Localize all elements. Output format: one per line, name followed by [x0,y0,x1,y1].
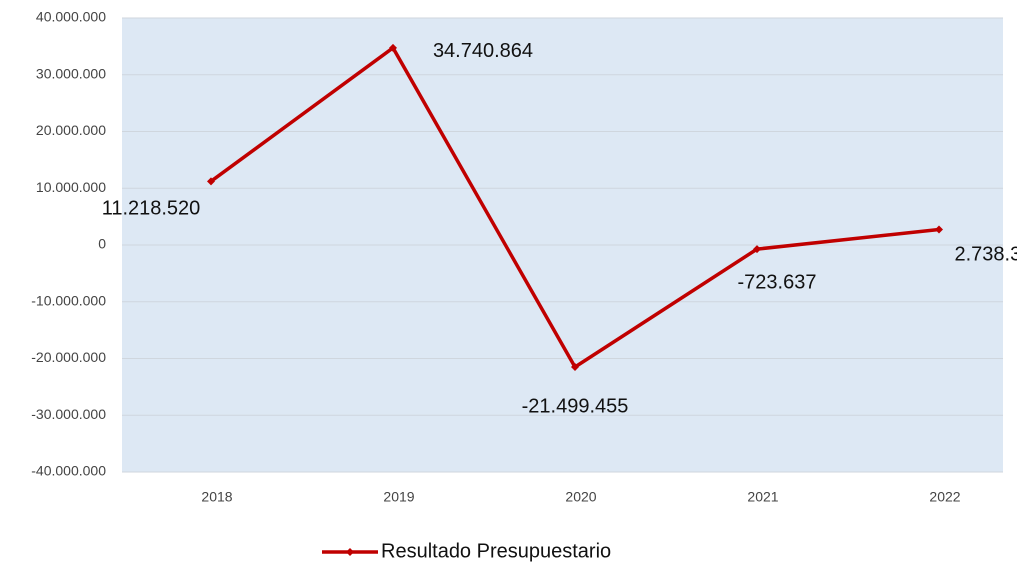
x-tick-label: 2020 [565,489,596,505]
x-tick-label: 2019 [383,489,414,505]
y-tick-label: -10.000.000 [31,292,106,308]
data-point [571,363,579,372]
data-point [389,43,397,52]
y-tick-label: -40.000.000 [31,463,106,479]
y-tick-label: 0 [98,236,106,252]
y-tick-label: 40.000.000 [36,9,106,25]
data-label: -21.499.455 [522,395,629,417]
data-label: 11.218.520 [102,198,201,220]
y-tick-label: -30.000.000 [31,406,106,422]
x-tick-label: 2021 [747,489,778,505]
legend-marker [346,548,354,556]
y-tick-label: -20.000.000 [31,349,106,365]
data-point [935,225,943,234]
legend-label: Resultado Presupuestario [381,540,611,562]
x-tick-label: 2018 [201,489,232,505]
data-point [753,245,761,254]
y-tick-label: 20.000.000 [36,122,106,138]
data-point [207,177,215,186]
y-tick-label: 10.000.000 [36,179,106,195]
data-label: -723.637 [738,271,817,293]
data-label: 34.740.864 [433,40,533,62]
x-tick-label: 2022 [929,489,960,505]
data-label: 2.738.392 [955,244,1017,266]
y-tick-label: 30.000.000 [36,65,106,81]
